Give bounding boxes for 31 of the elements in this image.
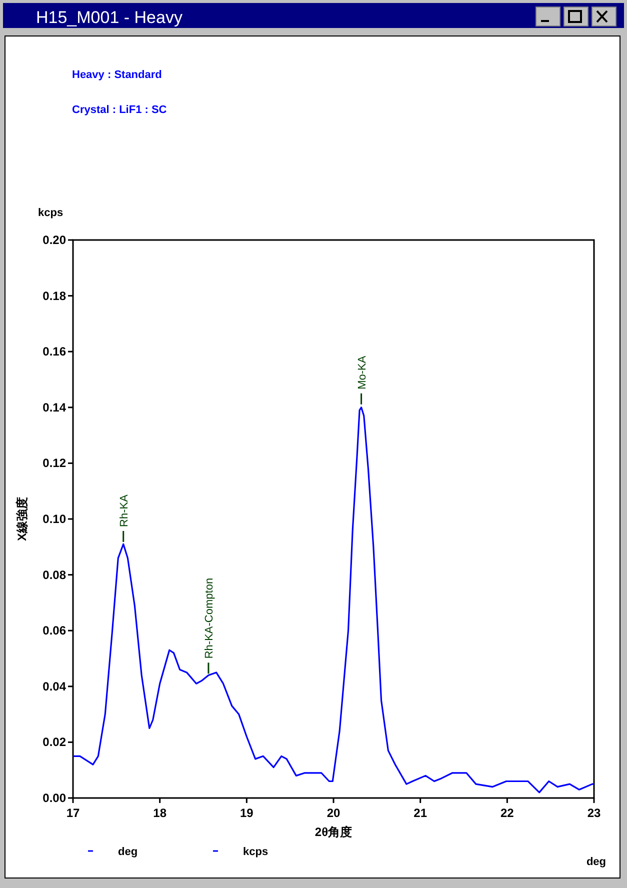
text: Heavy : Standard: [72, 69, 162, 81]
y-tick-label: 0.04: [42, 679, 66, 694]
x-tick-label: 17: [66, 806, 80, 820]
y-tick-label: 0.12: [42, 456, 66, 470]
text: deg: [586, 856, 606, 868]
line-series: [72, 406, 595, 794]
annotation: Rh-KA: [118, 494, 130, 527]
x-tick-label: 20: [326, 806, 340, 820]
x-tick-label: 18: [153, 806, 167, 820]
text: deg: [118, 846, 138, 858]
y-axis-title: X線強度: [15, 496, 29, 542]
y-tick-label: 0.08: [42, 568, 66, 582]
x-tick-label: 21: [414, 806, 428, 820]
y-tick-label: 0.20: [42, 233, 66, 247]
y-tick-label: 0.10: [42, 512, 66, 526]
y-tick-label: 0.06: [42, 624, 66, 638]
text: Crystal : LiF1 : SC: [72, 104, 167, 116]
y-tick-label: 0.02: [42, 735, 66, 750]
annotation: Mo-KA: [356, 355, 368, 390]
annotation: Rh-KA-Compton: [203, 578, 216, 659]
y-tick-label: 0.18: [42, 288, 66, 303]
chart-title: H15_M001 - Heavy: [36, 8, 183, 27]
text: kcps: [243, 846, 268, 858]
x-tick-label: 22: [500, 806, 514, 820]
y-tick-label: 0.16: [42, 344, 66, 359]
x-axis-title: 2θ角度: [314, 825, 352, 839]
y-tick-label: 0.00: [42, 791, 66, 805]
x-tick-label: 19: [240, 806, 254, 820]
y-tick-label: 0.14: [42, 400, 66, 414]
x-tick-label: 23: [587, 806, 601, 820]
text: kcps: [38, 207, 64, 219]
